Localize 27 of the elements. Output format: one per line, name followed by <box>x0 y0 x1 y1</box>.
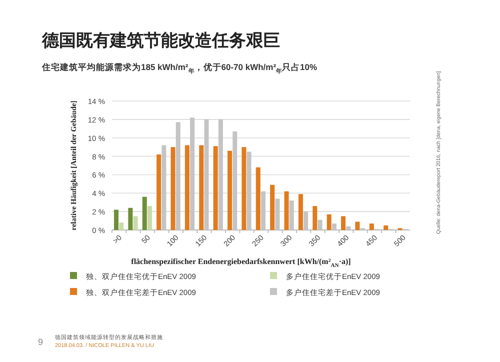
bar <box>284 191 289 230</box>
bar <box>156 154 162 230</box>
bar <box>170 147 176 230</box>
bar <box>119 222 124 230</box>
bar <box>142 196 147 230</box>
bar <box>147 206 152 230</box>
chart-subtitle: 住宅建筑平均能源需求为185 kWh/m²$_{年}$，优于60-70 kWh/m²$_{年}$只占10% <box>41 62 318 75</box>
bar <box>341 216 346 230</box>
bar <box>242 147 246 230</box>
bar <box>213 146 218 230</box>
x-axis-title: flächenspezifischer Endenergiebedarfskennwert [kWh/(m²$_{AN}$·a)] <box>131 257 352 269</box>
bar <box>256 167 260 230</box>
bar <box>355 222 360 230</box>
bar <box>312 206 318 230</box>
bar <box>369 224 374 230</box>
chart-title: 德国既有建筑节能改造任务艰巨 <box>41 31 280 50</box>
bar <box>184 145 190 230</box>
bar <box>270 184 275 230</box>
bar <box>133 216 138 230</box>
bar <box>298 194 303 230</box>
bar <box>114 210 118 230</box>
bar <box>228 150 232 230</box>
bar <box>384 225 388 230</box>
bar <box>326 214 332 230</box>
bar <box>128 208 133 230</box>
text: 9 <box>38 337 44 347</box>
bar <box>199 145 204 230</box>
